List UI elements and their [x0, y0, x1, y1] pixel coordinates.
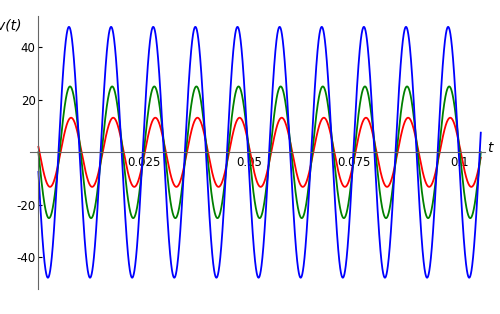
Text: v(t): v(t) — [0, 19, 22, 32]
Text: t: t — [487, 141, 492, 155]
